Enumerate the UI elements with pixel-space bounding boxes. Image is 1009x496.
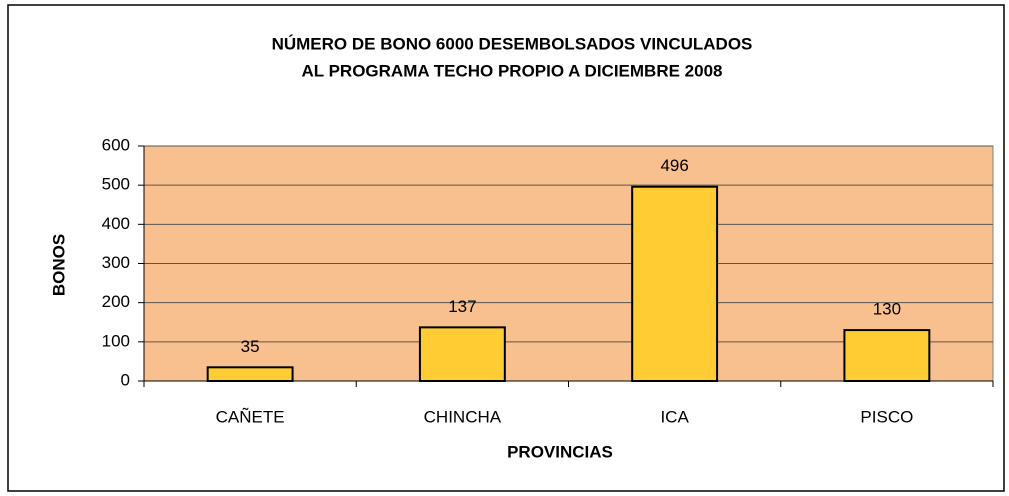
bar [843,329,931,383]
y-tick-label: 600 [102,135,130,154]
data-label: 496 [660,156,688,175]
x-tick-label: ICA [660,407,689,426]
chart-title: AL PROGRAMA TECHO PROPIO A DICIEMBRE 200… [302,61,723,80]
x-tick-label: CAÑETE [216,407,285,426]
bar [206,366,294,382]
y-tick-label: 300 [102,253,130,272]
x-axis-label: PROVINCIAS [507,442,613,461]
y-tick-label: 400 [102,214,130,233]
data-label: 35 [241,337,260,356]
y-tick-label: 100 [102,331,130,350]
bar [418,326,506,383]
x-tick-label: CHINCHA [424,407,502,426]
y-tick-label: 200 [102,292,130,311]
x-tick-label: PISCO [860,407,913,426]
data-label: 130 [873,300,901,319]
bar [631,185,719,382]
y-tick-label: 0 [121,370,130,389]
y-axis-label: BONOS [49,234,68,296]
data-label: 137 [448,297,476,316]
y-tick-label: 500 [102,175,130,194]
chart-title: NÚMERO DE BONO 6000 DESEMBOLSADOS VINCUL… [272,34,753,53]
